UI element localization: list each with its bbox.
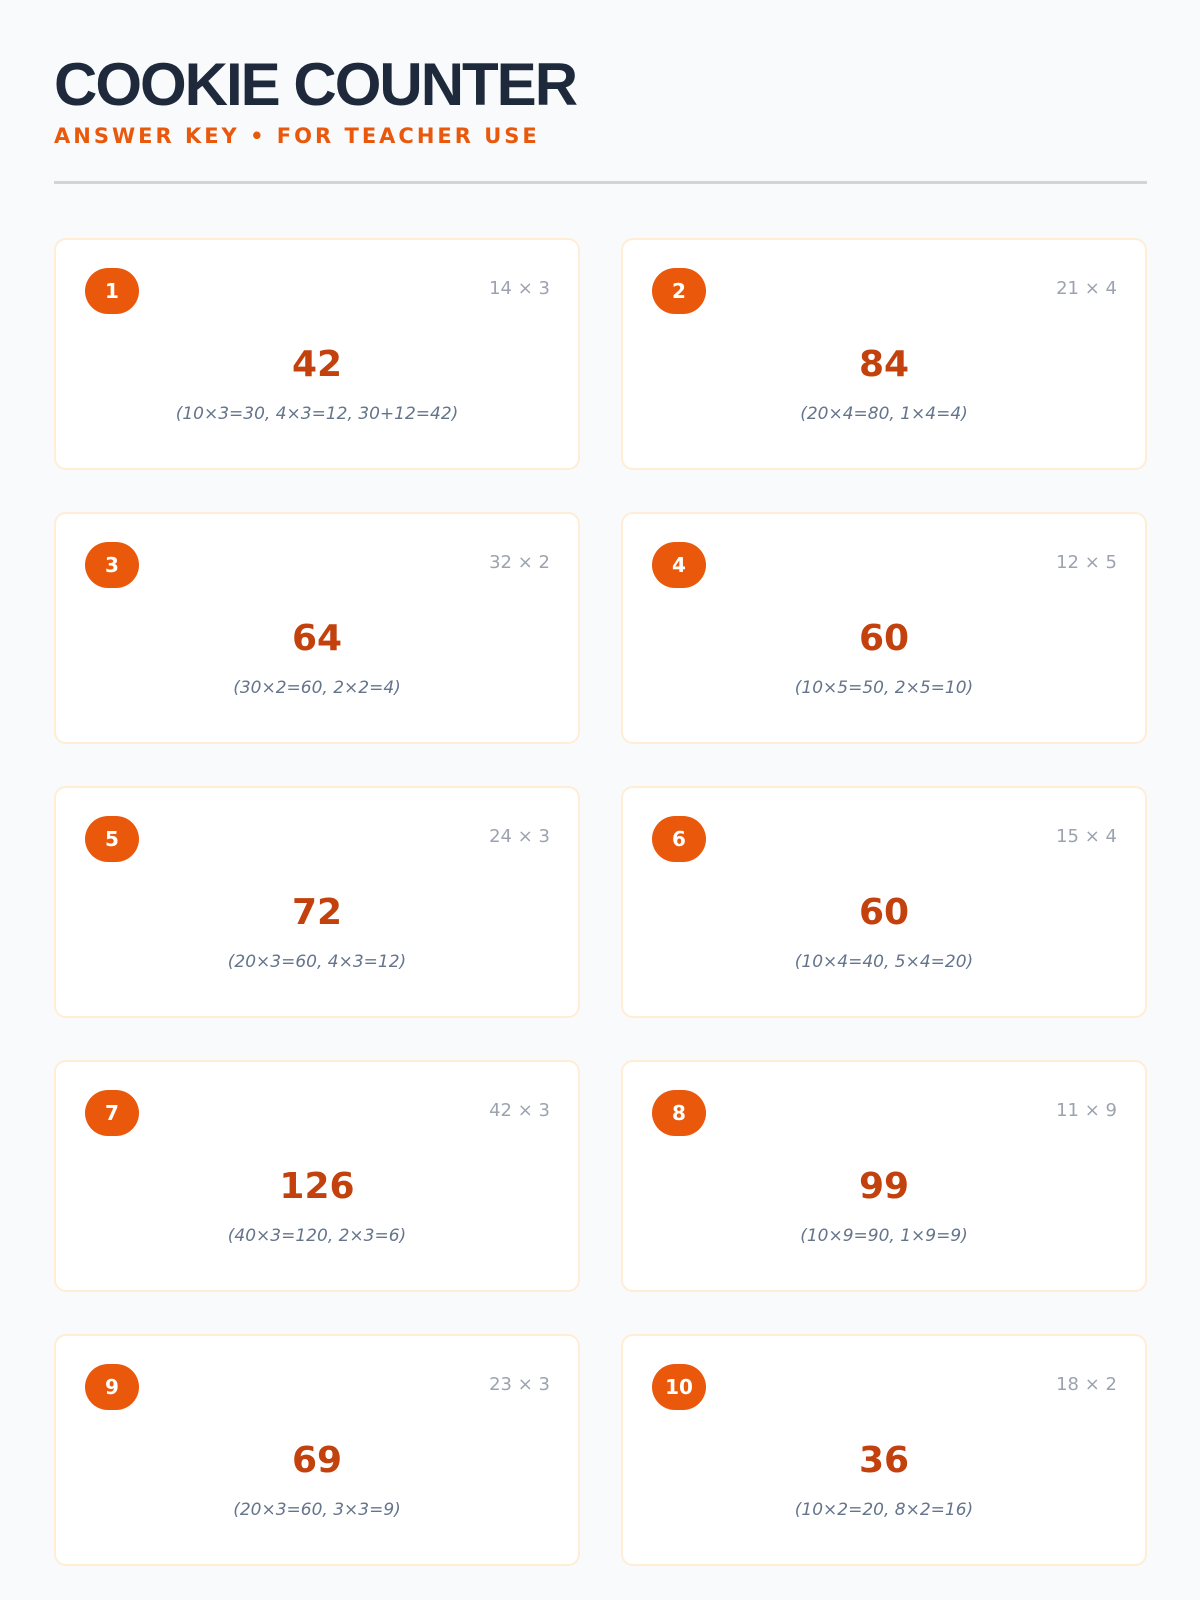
answer-value: 42 [291, 344, 343, 385]
problem-expression: 18 × 2 [1056, 1374, 1117, 1395]
answer-card: 10 18 × 2 36 (10×2=20, 8×2=16) [621, 1334, 1147, 1566]
answer-card: 8 11 × 9 99 (10×9=90, 1×9=9) [621, 1060, 1147, 1292]
problem-expression: 23 × 3 [489, 1374, 550, 1395]
answer-work: (10×2=20, 8×2=16) [794, 1500, 974, 1520]
problem-expression: 12 × 5 [1056, 552, 1117, 573]
answer-value: 69 [291, 1440, 343, 1481]
answer-work: (10×3=30, 4×3=12, 30+12=42) [175, 404, 459, 424]
answer-work: (20×3=60, 3×3=9) [233, 1500, 401, 1520]
answer-work: (20×3=60, 4×3=12) [227, 952, 407, 972]
answer-work: (20×4=80, 1×4=4) [800, 404, 968, 424]
answer-value: 126 [279, 1166, 355, 1207]
answer-card: 4 12 × 5 60 (10×5=50, 2×5=10) [621, 512, 1147, 744]
answer-value: 99 [858, 1166, 910, 1207]
answer-card: 5 24 × 3 72 (20×3=60, 4×3=12) [54, 786, 580, 1018]
answer-card: 2 21 × 4 84 (20×4=80, 1×4=4) [621, 238, 1147, 470]
answer-value: 72 [291, 892, 343, 933]
problem-number-badge: 8 [652, 1090, 706, 1136]
answer-work: (30×2=60, 2×2=4) [233, 678, 401, 698]
problem-number-badge: 1 [85, 268, 139, 314]
problem-expression: 15 × 4 [1056, 826, 1117, 847]
divider [54, 181, 1147, 184]
problem-expression: 42 × 3 [489, 1100, 550, 1121]
answer-card: 7 42 × 3 126 (40×3=120, 2×3=6) [54, 1060, 580, 1292]
answer-work: (10×9=90, 1×9=9) [800, 1226, 968, 1246]
problem-number-badge: 6 [652, 816, 706, 862]
answer-work: (40×3=120, 2×3=6) [227, 1226, 407, 1246]
answer-grid: 1 14 × 3 42 (10×3=30, 4×3=12, 30+12=42) … [54, 238, 1147, 1566]
answer-card: 3 32 × 2 64 (30×2=60, 2×2=4) [54, 512, 580, 744]
problem-expression: 21 × 4 [1056, 278, 1117, 299]
page-subtitle: ANSWER KEY • FOR TEACHER USE [54, 124, 540, 148]
answer-value: 84 [858, 344, 910, 385]
problem-expression: 32 × 2 [489, 552, 550, 573]
problem-expression: 11 × 9 [1056, 1100, 1117, 1121]
answer-card: 6 15 × 4 60 (10×4=40, 5×4=20) [621, 786, 1147, 1018]
problem-number-badge: 9 [85, 1364, 139, 1410]
problem-expression: 14 × 3 [489, 278, 550, 299]
problem-number-badge: 5 [85, 816, 139, 862]
answer-value: 60 [858, 892, 910, 933]
problem-number-badge: 3 [85, 542, 139, 588]
answer-value: 60 [858, 618, 910, 659]
answer-value: 64 [291, 618, 343, 659]
answer-value: 36 [858, 1440, 910, 1481]
answer-work: (10×4=40, 5×4=20) [794, 952, 974, 972]
header: COOKIE COUNTER ANSWER KEY • FOR TEACHER … [54, 51, 1146, 149]
problem-number-badge: 7 [85, 1090, 139, 1136]
answer-work: (10×5=50, 2×5=10) [794, 678, 974, 698]
answer-card: 9 23 × 3 69 (20×3=60, 3×3=9) [54, 1334, 580, 1566]
page-title: COOKIE COUNTER [54, 51, 578, 118]
problem-number-badge: 10 [652, 1364, 706, 1410]
problem-expression: 24 × 3 [489, 826, 550, 847]
problem-number-badge: 2 [652, 268, 706, 314]
problem-number-badge: 4 [652, 542, 706, 588]
answer-card: 1 14 × 3 42 (10×3=30, 4×3=12, 30+12=42) [54, 238, 580, 470]
